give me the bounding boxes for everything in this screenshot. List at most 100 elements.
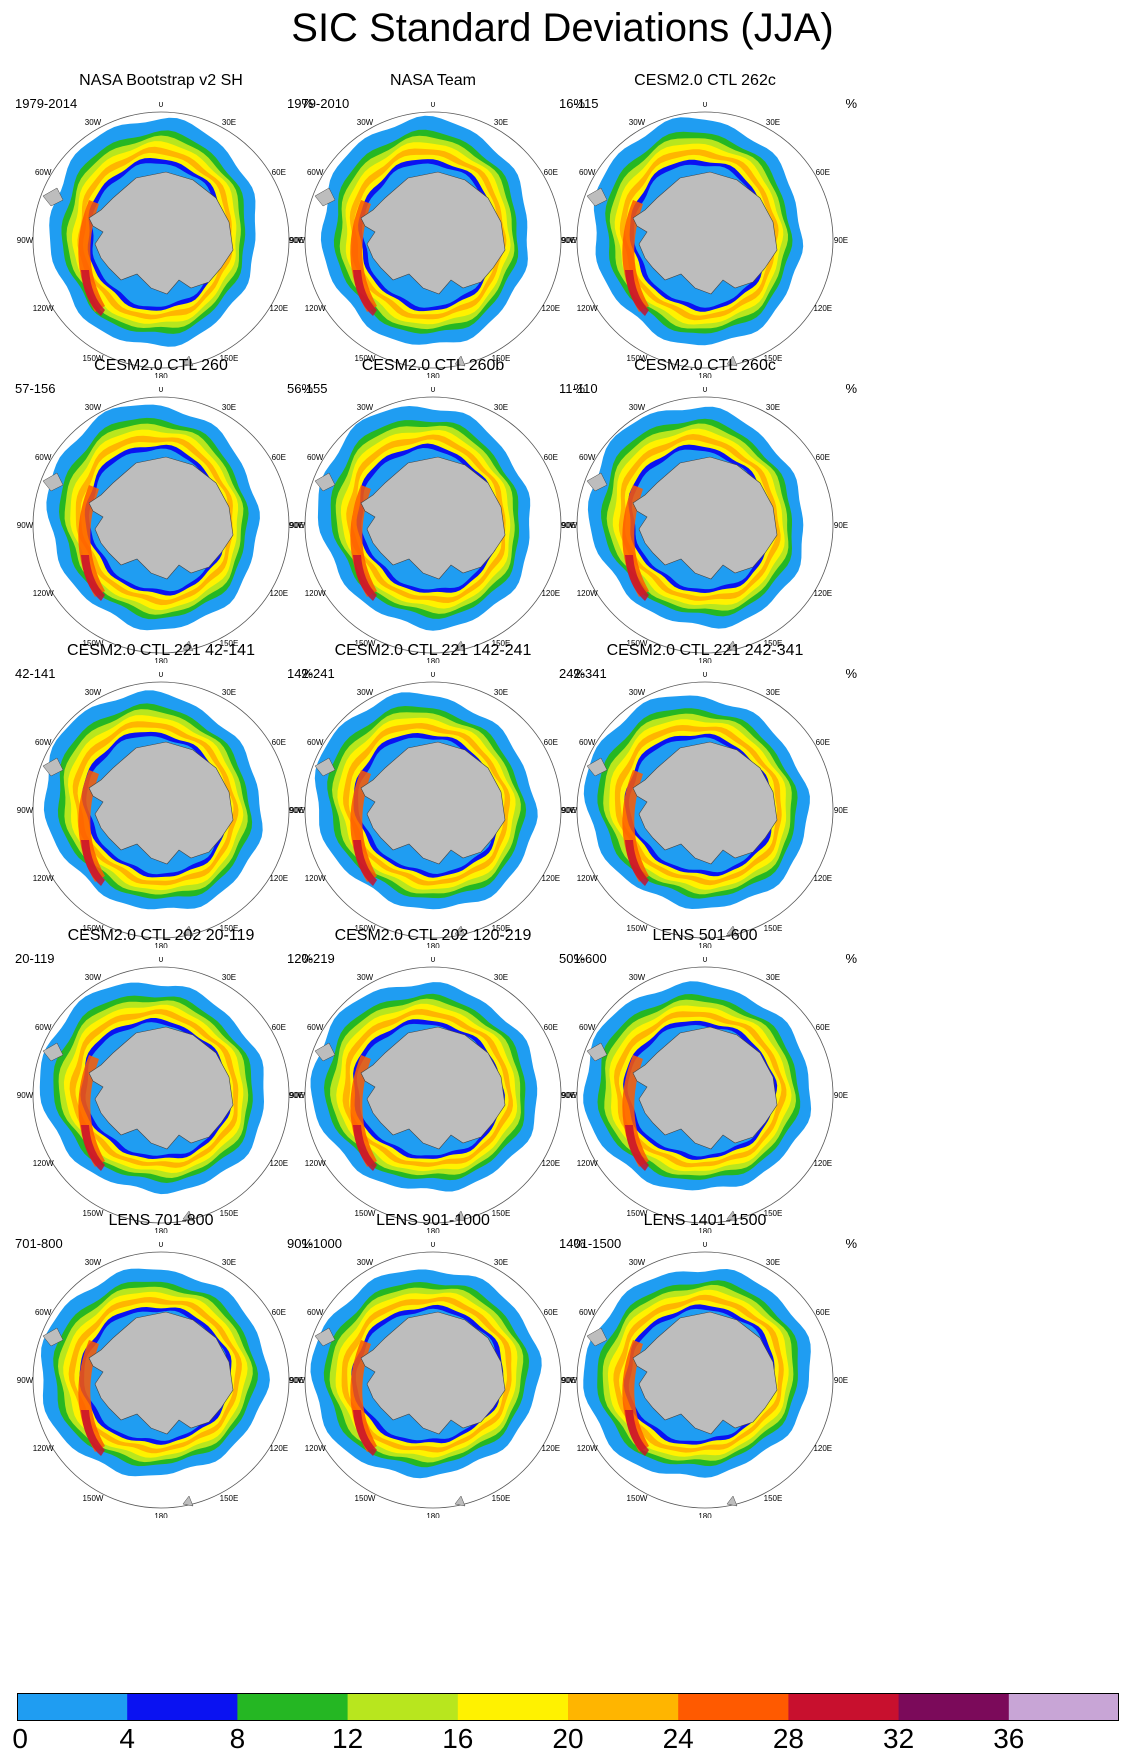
polar-stereographic-map: 0 30E 60E 90E 120E 150E 180 150W 120W 90W 60W 30W xyxy=(561,1242,848,1518)
longitude-label: 60W xyxy=(579,1023,596,1032)
map-panel: CESM2.0 CTL 221 142-241 142-241% 0 30E 60E 90… xyxy=(277,642,589,948)
longitude-label: 60W xyxy=(579,168,596,177)
polar-stereographic-map: 0 30E 60E 90E 120E 150E 180 150W 120W 90W 60W 30W xyxy=(289,957,576,1233)
longitude-label: 180 xyxy=(426,942,440,948)
longitude-label: 30E xyxy=(766,118,780,127)
longitude-label: 150E xyxy=(764,1209,783,1218)
longitude-label: 0 xyxy=(431,102,436,109)
max-std-band xyxy=(353,1410,377,1456)
longitude-label: 180 xyxy=(698,372,712,378)
longitude-label: 60E xyxy=(272,738,286,747)
longitude-label: 120E xyxy=(541,304,560,313)
longitude-label: 30W xyxy=(357,973,374,982)
island-landmass xyxy=(726,1210,738,1222)
panel-unit: % xyxy=(845,951,857,966)
longitude-label: 120W xyxy=(577,1444,598,1453)
longitude-label: 120E xyxy=(269,874,288,883)
panel-unit: % xyxy=(573,1236,585,1251)
polar-stereographic-map: 0 30E 60E 90E 120E 150E 180 150W 120W 90W 60W 30W xyxy=(561,102,848,378)
panel-title: CESM2.0 CTL 202 120-219 xyxy=(334,927,532,944)
longitude-label: 120W xyxy=(33,589,54,598)
longitude-label: 30W xyxy=(85,973,102,982)
longitude-label: 90E xyxy=(562,236,576,245)
panel-unit: % xyxy=(301,666,313,681)
longitude-label: 90W xyxy=(17,806,34,815)
longitude-label: 30E xyxy=(222,688,236,697)
longitude-label: 90W xyxy=(561,1091,578,1100)
longitude-label: 90W xyxy=(17,521,34,530)
longitude-label: 180 xyxy=(154,942,168,948)
longitude-label: 180 xyxy=(426,1227,440,1233)
map-panel: CESM2.0 CTL 260c 11-110% 0 30E 60E 90E 120E 150… xyxy=(549,357,861,663)
longitude-label: 60W xyxy=(35,168,52,177)
longitude-label: 120W xyxy=(577,304,598,313)
colorbar-segment xyxy=(678,1693,789,1721)
longitude-label: 150E xyxy=(492,354,511,363)
longitude-label: 90W xyxy=(17,1091,34,1100)
map-panel: CESM2.0 CTL 221 242-341 242-341% 0 30E 60E 90… xyxy=(549,642,861,948)
longitude-label: 120W xyxy=(33,304,54,313)
colorbar-segment xyxy=(898,1693,1010,1721)
longitude-label: 30W xyxy=(357,1258,374,1267)
panel-title: CESM2.0 CTL 202 20-119 xyxy=(67,927,255,944)
longitude-label: 150W xyxy=(627,1209,648,1218)
longitude-label: 150E xyxy=(492,924,511,933)
map-panel: LENS 701-800 701-800% 0 30E 60E 90E 120E 150E 18… xyxy=(5,1212,317,1518)
longitude-label: 60W xyxy=(579,453,596,462)
longitude-label: 0 xyxy=(703,1242,708,1249)
south-america-landmass xyxy=(586,1327,608,1347)
south-america-landmass xyxy=(586,757,608,777)
antarctica-landmass xyxy=(632,741,778,865)
longitude-label: 0 xyxy=(703,387,708,394)
colorbar-tick-label: 28 xyxy=(772,1723,804,1754)
longitude-label: 30W xyxy=(629,403,646,412)
longitude-label: 180 xyxy=(698,1512,712,1518)
longitude-label: 30W xyxy=(629,118,646,127)
island-landmass xyxy=(182,1495,194,1507)
longitude-label: 30W xyxy=(357,403,374,412)
longitude-label: 60W xyxy=(307,1023,324,1032)
max-std-band xyxy=(625,1125,649,1171)
polar-stereographic-map: 0 30E 60E 90E 120E 150E 180 150W 120W 90W 60W 30W xyxy=(289,672,576,948)
south-america-landmass xyxy=(314,187,336,207)
longitude-label: 60E xyxy=(816,168,830,177)
colorbar-segment xyxy=(568,1693,679,1721)
longitude-label: 60W xyxy=(579,738,596,747)
longitude-label: 60E xyxy=(272,453,286,462)
antarctica-landmass xyxy=(632,1026,778,1150)
longitude-label: 90W xyxy=(289,1091,306,1100)
longitude-label: 120W xyxy=(577,874,598,883)
panel-title: CESM2.0 CTL 221 242-341 xyxy=(606,642,804,659)
longitude-label: 60E xyxy=(816,738,830,747)
longitude-label: 150W xyxy=(355,1494,376,1503)
colorbar-tick-label: 32 xyxy=(883,1723,915,1754)
island-landmass xyxy=(182,925,194,937)
colorbar-tick-label: 36 xyxy=(993,1723,1025,1754)
longitude-label: 30E xyxy=(766,973,780,982)
panel-title: CESM2.0 CTL 260b xyxy=(361,357,505,374)
colorbar-segment xyxy=(237,1693,349,1721)
colorbar-segment xyxy=(1008,1693,1119,1721)
longitude-label: 90E xyxy=(834,806,848,815)
longitude-label: 30E xyxy=(766,403,780,412)
colorbar-tick-label: 24 xyxy=(662,1723,694,1754)
max-std-band xyxy=(353,840,377,886)
max-std-band xyxy=(81,555,105,601)
longitude-label: 60E xyxy=(544,168,558,177)
antarctica-landmass xyxy=(88,171,234,295)
map-panel: CESM2.0 CTL 260b 56-155% 0 30E 60E 90E 120E 150… xyxy=(277,357,589,663)
longitude-label: 150W xyxy=(355,639,376,648)
antarctica-landmass xyxy=(88,1311,234,1435)
longitude-label: 90E xyxy=(562,521,576,530)
panel-unit: % xyxy=(301,96,313,111)
polar-stereographic-map: 0 30E 60E 90E 120E 150E 180 150W 120W 90W 60W 30W xyxy=(17,957,304,1233)
longitude-label: 30E xyxy=(222,403,236,412)
panel-unit: % xyxy=(573,666,585,681)
longitude-label: 30E xyxy=(766,1258,780,1267)
longitude-label: 150W xyxy=(627,1494,648,1503)
map-panel: LENS 501-600 501-600% 0 30E 60E 90E 120E 150E 18… xyxy=(549,927,861,1233)
longitude-label: 0 xyxy=(159,957,164,964)
longitude-label: 60W xyxy=(579,1308,596,1317)
longitude-label: 90E xyxy=(562,806,576,815)
map-panel: NASA Team 1979-2010% 0 30E 60E 90E 120E 150E 180… xyxy=(277,72,589,378)
